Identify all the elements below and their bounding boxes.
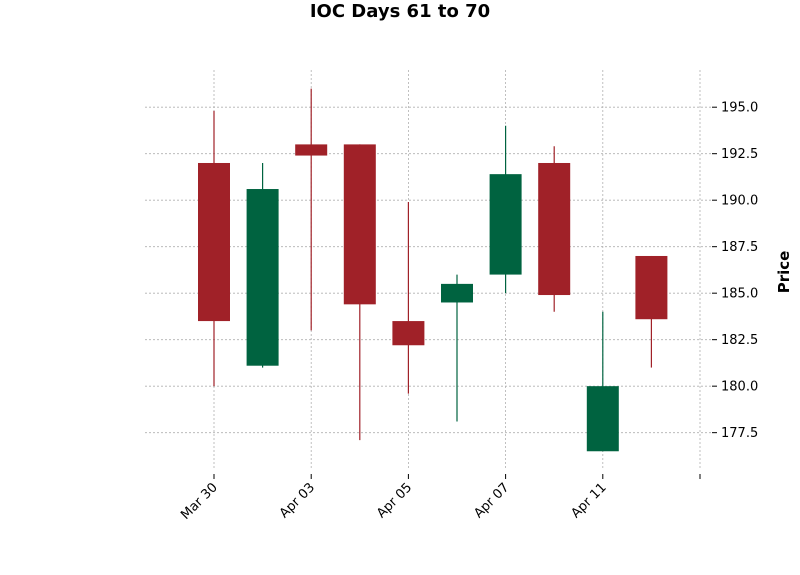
candle [343, 144, 376, 441]
candle [538, 146, 571, 312]
y-tick-label: 180.0 [721, 380, 758, 395]
chart-title: IOC Days 61 to 70 [310, 1, 490, 22]
candle [246, 162, 279, 368]
y-tick-label: 195.0 [721, 101, 758, 116]
y-tick-label: 182.5 [721, 333, 758, 348]
y-axis-label: Price [775, 251, 793, 294]
candle [441, 274, 473, 422]
candle [198, 110, 230, 387]
candle-body [489, 174, 522, 275]
candle-body [635, 255, 668, 320]
y-tick-label: 177.5 [721, 426, 758, 441]
x-tick-label: Apr 05 [374, 480, 415, 521]
x-axis: Mar 30 Apr 03 Apr 05 Apr 07 Apr 11 [178, 474, 701, 523]
candle [635, 255, 668, 368]
candles [198, 88, 668, 452]
y-axis: 177.5 180.0 182.5 185.0 187.5 190.0 192.5 195.0 [712, 101, 758, 441]
candle-body [441, 283, 473, 303]
x-tick-label: Apr 03 [277, 480, 318, 521]
candle [392, 202, 425, 394]
candle-body [392, 321, 425, 346]
candle-body [246, 189, 279, 366]
candle-body [586, 386, 619, 452]
x-tick-label: Apr 07 [471, 480, 512, 521]
candle-body [538, 162, 571, 296]
candle-body [295, 144, 328, 156]
horizontal-gridlines [145, 106, 712, 434]
x-tick-label: Mar 30 [178, 480, 221, 523]
candle [489, 125, 522, 294]
candle-body [343, 144, 376, 305]
y-tick-label: 192.5 [721, 147, 758, 162]
candle [295, 88, 328, 331]
y-tick-label: 185.0 [721, 287, 758, 302]
y-tick-label: 187.5 [721, 240, 758, 255]
x-tick-label: Apr 11 [568, 480, 609, 521]
candle-body [198, 162, 230, 322]
y-tick-label: 190.0 [721, 194, 758, 209]
candle [586, 311, 619, 452]
